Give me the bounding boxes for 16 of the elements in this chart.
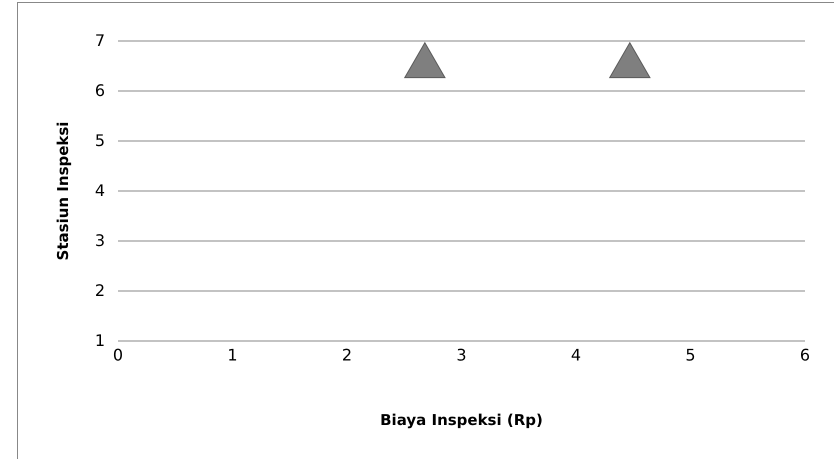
x-tick-label: 0: [112, 345, 124, 364]
y-tick-label: 3: [94, 231, 105, 250]
y-tick-label: 2: [94, 281, 105, 300]
y-tick-label: 7: [94, 31, 105, 50]
x-tick-label: 4: [570, 345, 582, 364]
x-tick-label: 5: [685, 345, 696, 364]
y-tick-label: 6: [94, 81, 105, 100]
x-tick-label: 6: [800, 345, 810, 364]
x-tick-label: 2: [342, 345, 352, 364]
x-tick-label: 1: [227, 345, 238, 364]
x-tick-label: 3: [456, 345, 467, 364]
y-tick-label: 5: [94, 131, 105, 150]
y-axis-title: Stasiun Inspeksi: [54, 122, 72, 260]
y-tick-label: 4: [94, 181, 105, 200]
y-tick-label: 1: [94, 331, 105, 350]
x-axis-title: Biaya Inspeksi (Rp): [380, 411, 543, 429]
